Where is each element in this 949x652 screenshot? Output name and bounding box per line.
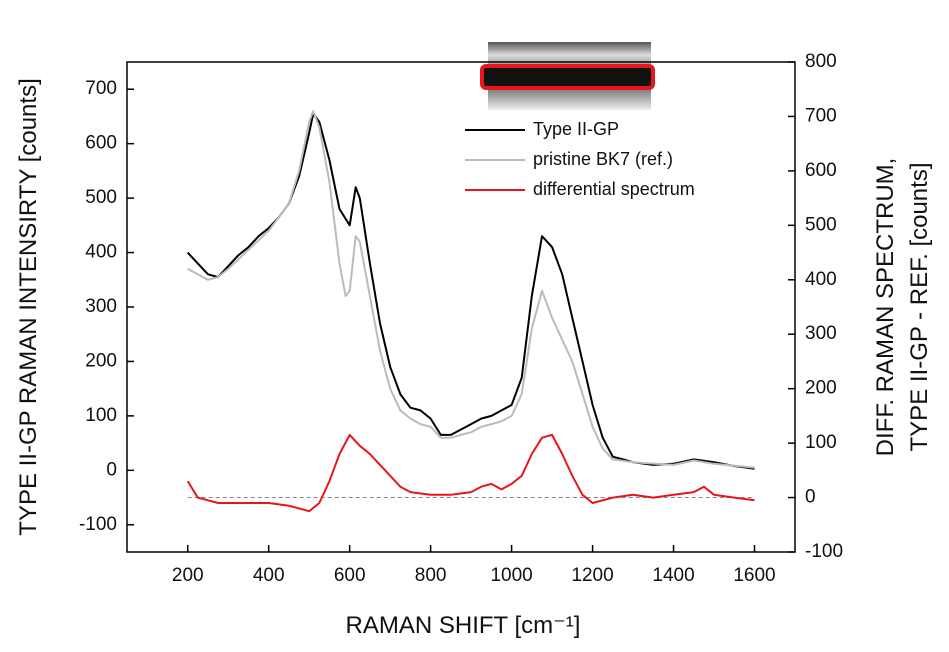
plot-frame [126,61,796,553]
y2-tick-label: 300 [805,323,837,344]
legend-label: pristine BK7 (ref.) [533,149,673,169]
y-tick-label: 200 [85,350,117,371]
y2-tick-label: 200 [805,378,837,399]
x-tick-label: 1200 [571,565,613,586]
x-tick-label: 800 [415,565,447,586]
legend-label: Type II-GP [533,119,619,139]
y2-tick-label: 400 [805,269,837,290]
x-tick-label: 200 [172,565,204,586]
y2-tick-label: 100 [805,432,837,453]
y2-tick-label: 600 [805,160,837,181]
y-tick-label: 500 [85,187,117,208]
y2-tick-label: -100 [805,541,843,562]
x-tick-label: 600 [334,565,366,586]
y2-tick-label: 500 [805,214,837,235]
y-tick-label: 600 [85,133,117,154]
y-tick-label: 400 [85,242,117,263]
series-line [187,110,755,469]
y2-axis-title: DIFF. RAMAN SPECTRUM, [872,158,899,457]
x-axis-title: RAMAN SHIFT [cm⁻¹] [346,612,581,639]
y2-tick-label: 0 [805,487,816,508]
y2-axis-title: TYPE II-GP - REF. [counts] [906,163,933,452]
y-tick-label: 100 [85,405,117,426]
y2-tick-label: 800 [805,51,837,72]
y-tick-label: -100 [79,514,117,535]
x-tick-label: 1600 [733,565,775,586]
x-tick-label: 400 [253,565,285,586]
x-tick-label: 1400 [652,565,694,586]
x-tick-label: 1000 [490,565,532,586]
y-tick-label: 300 [85,296,117,317]
series-line [186,433,755,513]
y2-tick-label: 700 [805,105,837,126]
y-axis-title: TYPE II-GP RAMAN INTENSIRTY [counts] [15,78,42,535]
inset-image [480,42,655,110]
y-tick-label: 0 [106,459,117,480]
y-tick-label: 700 [85,78,117,99]
legend-label: differential spectrum [533,179,695,199]
